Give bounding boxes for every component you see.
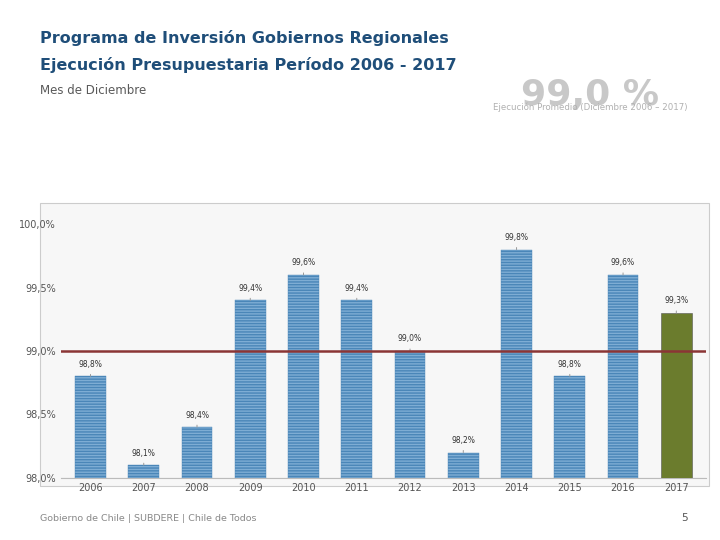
Bar: [181, 427, 212, 478]
Text: Ejecución Presupuestaria Período 2006 - 2017: Ejecución Presupuestaria Período 2006 - …: [40, 57, 456, 73]
Bar: [395, 351, 426, 478]
Text: 99,6%: 99,6%: [292, 258, 315, 275]
Text: 99,4%: 99,4%: [238, 284, 262, 300]
Bar: [608, 275, 639, 478]
Bar: [128, 465, 159, 478]
Text: 98,8%: 98,8%: [558, 360, 582, 376]
Bar: [341, 300, 372, 478]
Bar: [235, 300, 266, 478]
Bar: [75, 376, 106, 478]
Bar: [288, 275, 319, 478]
Bar: [501, 249, 532, 478]
Text: Programa de Inversión Gobiernos Regionales: Programa de Inversión Gobiernos Regional…: [40, 30, 449, 46]
Text: 5: 5: [681, 512, 688, 523]
Text: 98,4%: 98,4%: [185, 410, 209, 427]
Text: Ejecución Promedio (Diciembre 2006 – 2017): Ejecución Promedio (Diciembre 2006 – 201…: [493, 103, 688, 112]
Text: 98,2%: 98,2%: [451, 436, 475, 453]
Text: Mes de Diciembre: Mes de Diciembre: [40, 84, 146, 97]
Text: 98,1%: 98,1%: [132, 449, 156, 465]
Bar: [661, 313, 692, 478]
Bar: [554, 376, 585, 478]
Text: 99,4%: 99,4%: [345, 284, 369, 300]
Bar: [448, 453, 479, 478]
Text: 99,8%: 99,8%: [505, 233, 528, 249]
Text: 99,6%: 99,6%: [611, 258, 635, 275]
Text: 98,8%: 98,8%: [78, 360, 102, 376]
Text: 99,0%: 99,0%: [398, 334, 422, 351]
Text: 99,0 %: 99,0 %: [521, 78, 660, 112]
Text: Gobierno de Chile | SUBDERE | Chile de Todos: Gobierno de Chile | SUBDERE | Chile de T…: [40, 514, 256, 523]
Text: 99,3%: 99,3%: [665, 296, 688, 313]
